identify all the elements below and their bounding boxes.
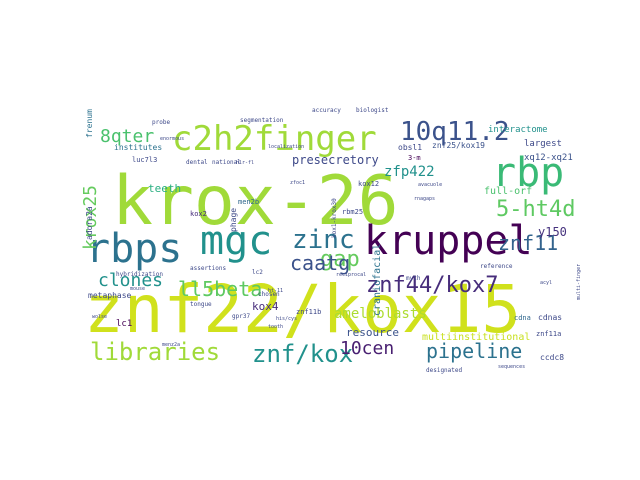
word-52: 3-m xyxy=(408,154,421,162)
word-40: men2b xyxy=(238,198,259,206)
word-62: dental xyxy=(186,159,208,166)
word-73: sequences xyxy=(498,364,525,370)
word-19: ll5beta xyxy=(178,277,262,301)
word-2: kruppel xyxy=(364,218,533,264)
word-11: gap xyxy=(320,247,360,272)
word-5: mgc xyxy=(200,218,272,264)
word-30: craniofacial xyxy=(372,244,383,316)
word-21: krox25 xyxy=(80,185,101,250)
word-6: rbp xyxy=(492,150,564,196)
word-37: obsl1 xyxy=(398,143,422,152)
word-14: 5-ht4d xyxy=(496,197,575,222)
word-77: avacuole xyxy=(418,182,442,188)
word-71: localization xyxy=(268,144,304,150)
word-12: znf44/kox7 xyxy=(366,273,498,298)
word-44: lc1 xyxy=(116,319,132,329)
word-85: mouse xyxy=(130,286,145,292)
word-57: tongue xyxy=(190,301,212,308)
word-81: tooth xyxy=(268,324,283,330)
word-39: luc7l3 xyxy=(132,156,157,164)
word-25: resource xyxy=(346,326,399,339)
word-4: rbps xyxy=(86,226,182,272)
word-72: kox1-krox30 xyxy=(331,198,338,238)
word-1: znf22/kox15 xyxy=(84,271,521,348)
word-63: national xyxy=(212,159,241,166)
word-34: xq12-xq21 xyxy=(524,153,573,163)
word-82: acyl xyxy=(540,280,552,286)
word-38: znf25/kox19 xyxy=(432,141,485,150)
word-33: largest xyxy=(524,139,562,149)
word-35: institutes xyxy=(114,143,162,152)
word-22: ameloblasts xyxy=(334,306,427,322)
word-42: kox2 xyxy=(190,210,207,218)
word-83: rnagaps xyxy=(414,196,435,202)
word-45: cdnas xyxy=(538,313,562,322)
word-15: pipeline xyxy=(426,339,522,363)
word-23: zfp422 xyxy=(384,164,435,180)
word-27: kox4 xyxy=(252,300,279,313)
word-65: accuracy xyxy=(312,107,341,114)
word-16: caatg xyxy=(290,251,350,275)
word-3: c2h2finger xyxy=(172,119,377,159)
word-0: krox-26 xyxy=(112,162,399,241)
word-59: myth xyxy=(406,275,421,282)
word-10: zinc xyxy=(292,225,355,255)
word-47: ccdc8 xyxy=(540,353,564,362)
word-36: frenum xyxy=(85,109,94,138)
word-56: lc2 xyxy=(252,269,263,276)
word-55: assertions xyxy=(190,265,227,272)
word-28: teeth xyxy=(148,182,181,195)
word-61: reference xyxy=(480,263,513,270)
word-20: 10cen xyxy=(340,338,394,359)
word-69: menz2a xyxy=(162,342,180,348)
word-54: hybridization xyxy=(116,271,163,278)
word-76: hlr-fl xyxy=(236,160,254,166)
word-50: rbm25 xyxy=(342,208,363,216)
word-8: libraries xyxy=(90,338,220,366)
word-43: metaphase xyxy=(88,291,132,300)
word-60: designated xyxy=(426,367,463,374)
word-78: reciprocal xyxy=(336,272,366,278)
word-32: interactome xyxy=(488,125,548,135)
word-67: probe xyxy=(152,119,170,126)
word-68: segmentation xyxy=(240,117,284,124)
word-41: adora2a xyxy=(85,206,94,240)
word-80: his/cys xyxy=(276,316,297,322)
word-84: wolse xyxy=(92,314,107,320)
word-79: ht-11 xyxy=(268,288,283,294)
word-49: znf11b xyxy=(296,308,321,316)
word-29: full-orf xyxy=(484,186,532,197)
word-46: cdna xyxy=(514,314,531,322)
word-7: 10q11.2 xyxy=(400,117,510,147)
word-53: phage xyxy=(229,208,238,232)
word-51: kox12 xyxy=(358,180,379,188)
word-70: zfoc1 xyxy=(290,180,305,186)
word-66: biologist xyxy=(356,107,389,114)
word-17: znf11 xyxy=(498,231,558,255)
word-26: y150 xyxy=(538,225,567,239)
word-48: znf11a xyxy=(536,330,561,338)
word-58: chosen xyxy=(258,291,280,298)
word-24: presecretory xyxy=(292,153,379,167)
word-75: enormous xyxy=(160,136,184,142)
word-31: multiinstitutional xyxy=(422,332,530,343)
word-64: gpr37 xyxy=(232,313,250,320)
word-13: 8qter xyxy=(100,126,154,147)
word-74: multi-finger xyxy=(576,264,582,300)
word-18: clones xyxy=(98,270,163,291)
word-9: znf/kox xyxy=(252,340,353,368)
